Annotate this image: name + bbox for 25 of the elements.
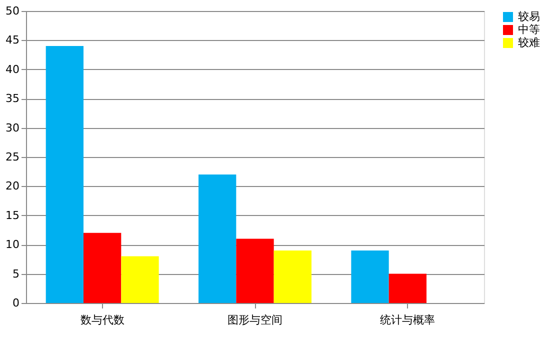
- y-tick-label: 15: [6, 208, 20, 222]
- x-tick-label: 数与代数: [80, 314, 124, 326]
- bar: [274, 250, 312, 303]
- x-tick-label: 图形与空间: [228, 314, 282, 326]
- bar: [351, 250, 389, 303]
- y-tick-label: 5: [12, 267, 20, 280]
- bar: [84, 232, 122, 303]
- legend-label: 较难: [518, 36, 540, 49]
- legend-label: 较易: [518, 10, 540, 23]
- bar: [198, 174, 236, 303]
- y-tick-label: 0: [12, 296, 20, 310]
- legend-label: 中等: [518, 23, 540, 36]
- y-tick-label: 25: [6, 150, 20, 164]
- x-tick-label: 统计与概率: [380, 314, 436, 326]
- y-tick-label: 30: [6, 121, 20, 134]
- y-tick-label: 40: [6, 62, 20, 76]
- y-tick-label: 10: [6, 238, 20, 252]
- bar: [121, 256, 159, 303]
- bar: [236, 238, 274, 303]
- bar: [46, 46, 84, 303]
- bar: [388, 274, 426, 303]
- y-tick-label: 35: [6, 92, 20, 106]
- y-tick-label: 20: [6, 180, 20, 193]
- y-tick-label: 45: [6, 34, 20, 47]
- y-tick-label: 50: [6, 4, 20, 18]
